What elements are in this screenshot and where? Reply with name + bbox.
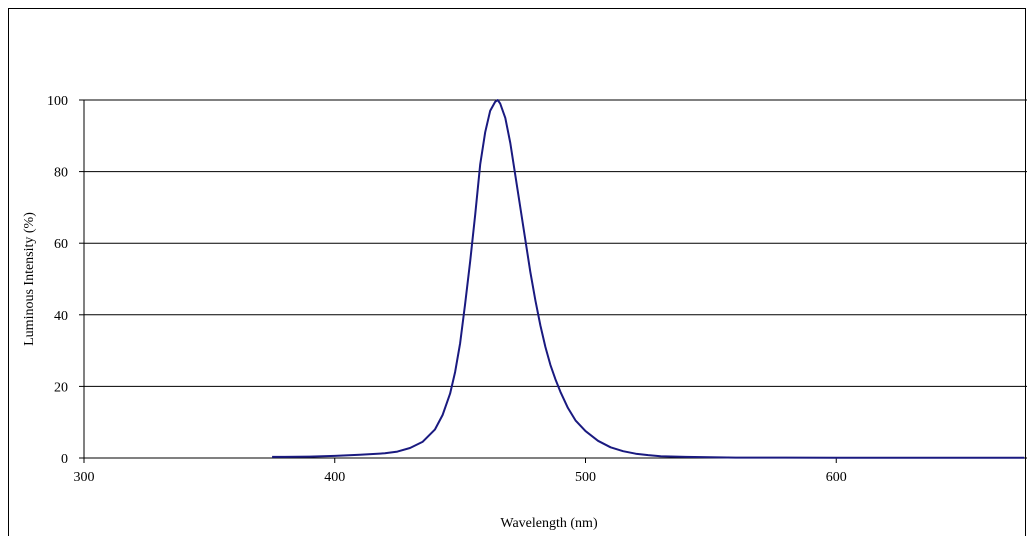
x-tick-label-400: 400: [324, 470, 345, 485]
x-tick-label-500: 500: [575, 470, 596, 485]
x-axis-title: Wavelength (nm): [500, 516, 598, 531]
x-tick-label-300: 300: [74, 470, 95, 485]
y-axis-title: Luminous Intensity (%): [22, 212, 37, 346]
x-tick-label-600: 600: [826, 470, 847, 485]
y-axis: 0 20 40 60 80 100: [47, 94, 85, 467]
plot-area: [272, 99, 1025, 459]
y-tick-label-100: 100: [47, 94, 68, 109]
y-tick-label-0: 0: [61, 452, 68, 467]
x-axis: 300400500600700: [74, 457, 1027, 485]
y-tick-label-60: 60: [54, 237, 68, 252]
series-line-0: [272, 99, 1025, 459]
chart-frame: [8, 8, 1026, 536]
y-tick-label-80: 80: [54, 166, 68, 181]
y-tick-label-20: 20: [54, 380, 68, 395]
y-tick-label-40: 40: [54, 309, 68, 324]
grid-lines: [84, 99, 1027, 459]
